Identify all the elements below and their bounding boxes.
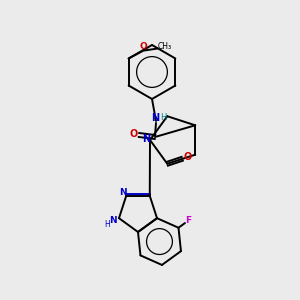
Text: N: N — [151, 113, 159, 123]
Text: N: N — [119, 188, 127, 197]
Text: F: F — [185, 216, 191, 225]
Text: O: O — [130, 129, 138, 139]
Text: H: H — [160, 112, 166, 122]
Text: N: N — [142, 134, 150, 144]
Text: H: H — [104, 220, 110, 229]
Text: CH₃: CH₃ — [158, 42, 172, 51]
Text: O: O — [140, 42, 148, 51]
Text: O: O — [183, 152, 191, 162]
Text: N: N — [109, 216, 117, 225]
